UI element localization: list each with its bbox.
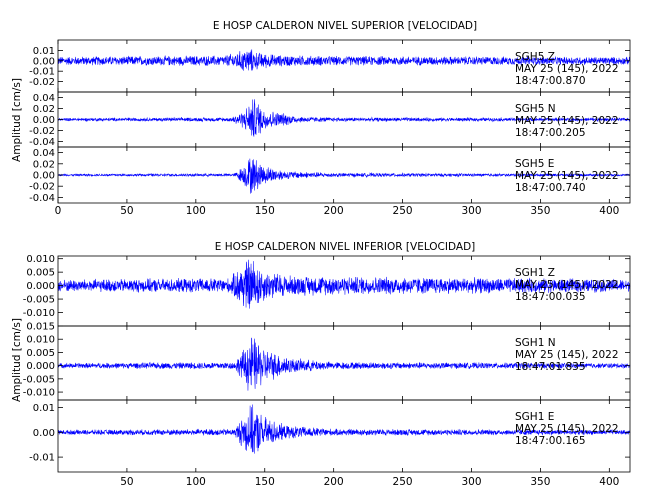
- x-tick-label: 150: [255, 476, 275, 488]
- x-tick-label: 350: [530, 476, 550, 488]
- y-tick-label: 0.000: [26, 361, 55, 372]
- trace-date-label: MAY 25 (145), 2022: [515, 279, 619, 291]
- trace-panel: 0.015 0.010 0.005 0.000 -0.005 -0.010 SGH1 NMA…: [23, 322, 631, 401]
- trace-date-label: MAY 25 (145), 2022: [515, 63, 619, 75]
- x-tick-label: 250: [393, 476, 413, 488]
- y-axis-label: Amplitud [cm/s]: [11, 318, 23, 402]
- y-tick-label: 0.02: [33, 159, 55, 170]
- trace-time-label: 18:47:01.835: [515, 361, 586, 373]
- trace-time-label: 18:47:00.165: [515, 435, 586, 447]
- waveform-line: [57, 259, 631, 309]
- y-tick-label: -0.04: [29, 193, 55, 204]
- x-tick-label: 350: [530, 205, 550, 217]
- x-tick-label: 200: [324, 476, 344, 488]
- y-tick-label: -0.005: [23, 295, 55, 306]
- trace-station-label: SGH1 N: [515, 337, 556, 349]
- y-tick-label: 0.00: [33, 428, 55, 439]
- trace-time-label: 18:47:00.870: [515, 75, 586, 87]
- y-tick-label: 0.02: [33, 104, 55, 115]
- y-tick-label: 0.010: [26, 335, 55, 346]
- trace-date-label: MAY 25 (145), 2022: [515, 115, 619, 127]
- y-tick-label: -0.010: [23, 388, 55, 399]
- trace-date-label: MAY 25 (145), 2022: [515, 170, 619, 182]
- panel-frame: [57, 399, 631, 473]
- y-tick-label: 0.00: [33, 56, 55, 67]
- y-tick-label: 0.01: [33, 403, 55, 414]
- trace-time-label: 18:47:00.035: [515, 291, 586, 303]
- y-axis-label: Amplitud [cm/s]: [11, 78, 23, 162]
- x-tick-label: 400: [599, 205, 619, 217]
- x-tick-label: 0: [55, 205, 62, 217]
- trace-time-label: 18:47:00.205: [515, 127, 586, 139]
- trace-station-label: SGH5 Z: [515, 51, 555, 63]
- x-tick-label: 100: [186, 476, 206, 488]
- chart-title: E HOSP CALDERON NIVEL SUPERIOR [VELOCIDA…: [213, 20, 477, 32]
- y-tick-label: 0.005: [26, 348, 55, 359]
- y-tick-label: -0.005: [23, 374, 55, 385]
- chart-title: E HOSP CALDERON NIVEL INFERIOR [VELOCIDA…: [215, 241, 476, 253]
- trace-station-label: SGH1 Z: [515, 267, 555, 279]
- waveform-line: [57, 158, 631, 194]
- y-tick-label: 0.00: [33, 115, 55, 126]
- y-tick-label: -0.04: [29, 137, 55, 148]
- x-tick-label: 50: [120, 205, 133, 217]
- waveform-line: [57, 337, 631, 391]
- y-tick-label: 0.005: [26, 268, 55, 279]
- x-tick-label: 250: [393, 205, 413, 217]
- y-tick-label: 0.04: [33, 148, 55, 159]
- y-tick-label: 0.000: [26, 281, 55, 292]
- y-tick-label: 0.010: [26, 254, 55, 265]
- trace-station-label: SGH5 E: [515, 158, 554, 170]
- x-tick-label: 300: [461, 476, 481, 488]
- y-tick-label: -0.02: [29, 77, 55, 88]
- waveform-line: [57, 49, 631, 71]
- x-tick-label: 300: [461, 205, 481, 217]
- waveform-line: [57, 99, 631, 137]
- y-tick-label: 0.015: [26, 322, 55, 333]
- y-tick-label: 0.04: [33, 93, 55, 104]
- x-tick-label: 150: [255, 205, 275, 217]
- trace-date-label: MAY 25 (145), 2022: [515, 423, 619, 435]
- trace-time-label: 18:47:00.740: [515, 182, 586, 194]
- y-tick-label: 0.00: [33, 171, 55, 182]
- x-tick-label: 400: [599, 476, 619, 488]
- trace-date-label: MAY 25 (145), 2022: [515, 349, 619, 361]
- y-tick-label: -0.010: [23, 308, 55, 319]
- y-tick-label: -0.01: [29, 67, 55, 78]
- trace-station-label: SGH1 E: [515, 411, 554, 423]
- x-tick-label: 100: [186, 205, 206, 217]
- x-tick-label: 200: [324, 205, 344, 217]
- y-tick-label: 0.01: [33, 46, 55, 57]
- waveform-line: [57, 404, 631, 454]
- y-tick-label: -0.02: [29, 126, 55, 137]
- y-tick-label: -0.01: [29, 453, 55, 464]
- trace-station-label: SGH5 N: [515, 103, 556, 115]
- y-tick-label: -0.02: [29, 182, 55, 193]
- x-tick-label: 50: [120, 476, 133, 488]
